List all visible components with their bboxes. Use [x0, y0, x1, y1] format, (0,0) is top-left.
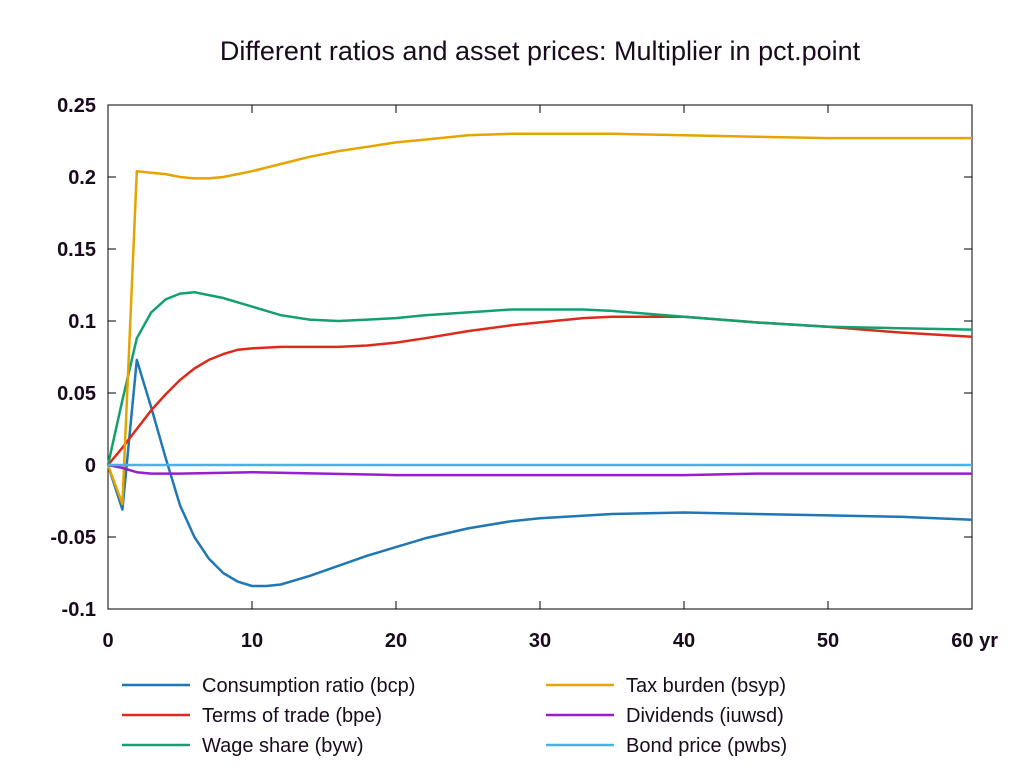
series-line-1	[107, 315, 973, 466]
series-line-3	[106, 132, 972, 506]
chart-title: Different ratios and asset prices: Multi…	[220, 36, 861, 66]
legend-label: Terms of trade (bpe)	[202, 705, 382, 727]
y-tick-label: 0.05	[57, 383, 96, 405]
x-tick-label: 30	[529, 630, 551, 652]
legend-label: Dividends (iuwsd)	[626, 705, 784, 727]
x-tick-label: 20	[385, 630, 407, 652]
legend-label: Consumption ratio (bcp)	[202, 675, 415, 697]
y-tick-label: 0.15	[57, 239, 96, 261]
x-tick-label: 40	[673, 630, 695, 652]
x-tick-label: 50	[817, 630, 839, 652]
series-line-2	[106, 290, 973, 466]
y-tick-label: 0.25	[57, 95, 96, 117]
y-tick-label: 0.1	[68, 311, 96, 333]
x-tick-label: 10	[241, 630, 263, 652]
legend: Consumption ratio (bcp) Terms of trade (b…	[122, 675, 787, 757]
series-lines	[106, 132, 973, 588]
plot-frame	[107, 104, 973, 610]
x-tick-label: 0	[102, 630, 113, 652]
series-line-4	[107, 463, 972, 477]
y-tick-label: 0	[85, 455, 96, 477]
y-tick-label: -0.05	[50, 527, 96, 549]
x-tick-label: 60 yr	[951, 630, 998, 652]
legend-label: Bond price (pwbs)	[626, 735, 787, 757]
y-tick-label: 0.2	[68, 167, 96, 189]
legend-label: Tax burden (bsyp)	[626, 675, 786, 697]
y-tick-label: -0.1	[62, 599, 96, 621]
legend-label: Wage share (byw)	[202, 735, 364, 757]
axes: -0.1 -0.05 0 0.05 0.1 0.15 0.2 0.25 0 10 20 30 40 50 6…	[50, 95, 998, 652]
